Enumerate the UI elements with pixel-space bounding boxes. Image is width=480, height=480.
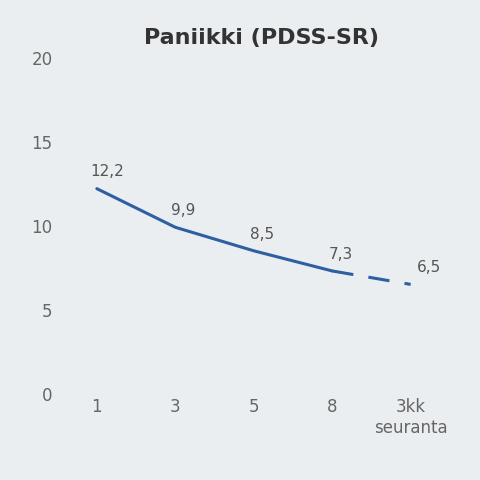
Text: 6,5: 6,5	[417, 260, 441, 275]
Title: Paniikki (PDSS-SR): Paniikki (PDSS-SR)	[144, 28, 379, 48]
Text: 7,3: 7,3	[328, 247, 352, 262]
Text: 9,9: 9,9	[171, 203, 196, 218]
Text: 8,5: 8,5	[250, 227, 274, 241]
Text: 12,2: 12,2	[91, 164, 124, 179]
